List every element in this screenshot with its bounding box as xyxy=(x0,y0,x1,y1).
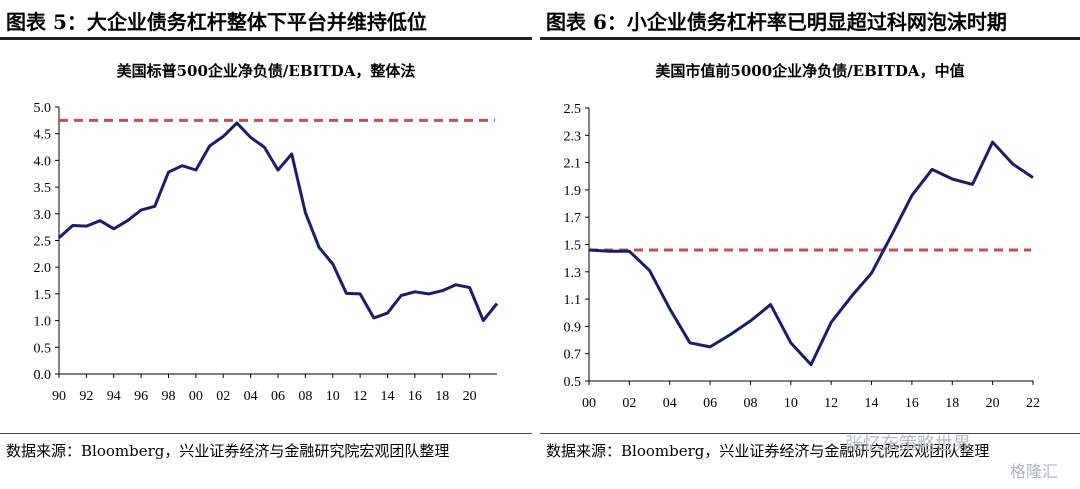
y-tick-label: 2.5 xyxy=(34,235,52,250)
x-tick-label: 22 xyxy=(1026,396,1040,411)
x-tick-label: 98 xyxy=(162,389,176,404)
title-divider xyxy=(540,37,1080,40)
x-tick-label: 96 xyxy=(134,389,148,404)
x-tick-label: 94 xyxy=(107,389,121,404)
x-tick-label: 10 xyxy=(326,389,340,404)
x-tick-label: 02 xyxy=(216,389,230,404)
y-tick-label: 2.5 xyxy=(564,102,582,117)
chart-title: 美国市值前5000企业净负债/EBITDA，中值 xyxy=(655,62,965,80)
y-tick-label: 1.1 xyxy=(564,293,582,308)
x-tick-label: 08 xyxy=(743,396,757,411)
y-tick-label: 1.7 xyxy=(564,211,582,226)
figure-panel-left: 图表 5：大企业债务杠杆整体下平台并维持低位 美国标普500企业净负债/EBIT… xyxy=(0,0,532,489)
x-tick-label: 12 xyxy=(824,396,838,411)
figure-title: 图表 5：大企业债务杠杆整体下平台并维持低位 xyxy=(6,10,427,34)
y-tick-label: 4.5 xyxy=(34,128,52,143)
x-tick-label: 90 xyxy=(52,389,66,404)
x-tick-label: 20 xyxy=(986,396,1000,411)
y-tick-label: 2.0 xyxy=(34,261,52,276)
x-tick-label: 16 xyxy=(408,389,422,404)
y-tick-label: 0.0 xyxy=(34,368,52,383)
source-note: 数据来源：Bloomberg，兴业证券经济与金融研究院宏观团队整理 xyxy=(546,442,990,460)
x-tick-label: 12 xyxy=(353,389,367,404)
x-tick-label: 00 xyxy=(582,396,596,411)
y-tick-label: 1.5 xyxy=(34,288,52,303)
series-line xyxy=(588,140,1034,367)
y-tick-label: 0.7 xyxy=(564,348,582,363)
title-divider xyxy=(0,37,532,40)
x-tick-label: 08 xyxy=(298,389,312,404)
x-tick-label: 16 xyxy=(905,396,919,411)
y-tick-label: 2.3 xyxy=(564,129,582,144)
y-tick-label: 3.5 xyxy=(34,181,52,196)
y-tick-label: 1.5 xyxy=(564,239,582,254)
x-tick-label: 14 xyxy=(381,389,395,404)
figure-panel-right: 图表 6：小企业债务杠杆率已明显超过科网泡沫时期 美国市值前5000企业净负债/… xyxy=(540,0,1080,489)
x-tick-label: 02 xyxy=(622,396,636,411)
source-divider xyxy=(0,433,532,434)
y-tick-label: 4.0 xyxy=(34,154,52,169)
x-tick-label: 04 xyxy=(663,396,677,411)
x-tick-label: 00 xyxy=(189,389,203,404)
x-tick-label: 18 xyxy=(945,396,959,411)
line-chart-small-firms: 0.5 0.7 0.9 1.1 1.3 1.5 1.7 1.9 2.1 2.3 2.5 00 02 04 0… xyxy=(564,102,1041,411)
x-tick-label: 20 xyxy=(463,389,477,404)
chart-title: 美国标普500企业净负债/EBITDA，整体法 xyxy=(116,62,416,80)
x-tick-label: 06 xyxy=(703,396,717,411)
y-tick-label: 0.9 xyxy=(564,320,582,335)
x-tick-label: 92 xyxy=(79,389,93,404)
line-chart-large-firms: 0.0 0.5 1.0 1.5 2.0 2.5 3.0 3.5 4.0 4.5 5.0 90 92 94 9… xyxy=(34,101,499,404)
y-tick-label: 3.0 xyxy=(34,208,52,223)
x-tick-label: 06 xyxy=(271,389,285,404)
y-tick-label: 2.1 xyxy=(564,157,582,172)
x-tick-label: 04 xyxy=(244,389,258,404)
source-note: 数据来源：Bloomberg，兴业证券经济与金融研究院宏观团队整理 xyxy=(6,442,450,460)
y-tick-label: 1.3 xyxy=(564,266,582,281)
x-tick-label: 18 xyxy=(435,389,449,404)
y-tick-label: 1.0 xyxy=(34,315,52,330)
figure-title: 图表 6：小企业债务杠杆率已明显超过科网泡沫时期 xyxy=(546,10,1007,34)
y-tick-label: 0.5 xyxy=(564,375,582,390)
watermark-logo: 格隆汇 xyxy=(1010,462,1059,481)
y-tick-label: 5.0 xyxy=(34,101,52,116)
series-line xyxy=(57,121,499,323)
y-tick-label: 1.9 xyxy=(564,184,582,199)
x-tick-label: 14 xyxy=(865,396,879,411)
x-tick-label: 10 xyxy=(784,396,798,411)
watermark-text: 张忆东策略世界 xyxy=(845,434,971,455)
source-divider xyxy=(540,433,1080,434)
y-tick-label: 0.5 xyxy=(34,341,52,356)
